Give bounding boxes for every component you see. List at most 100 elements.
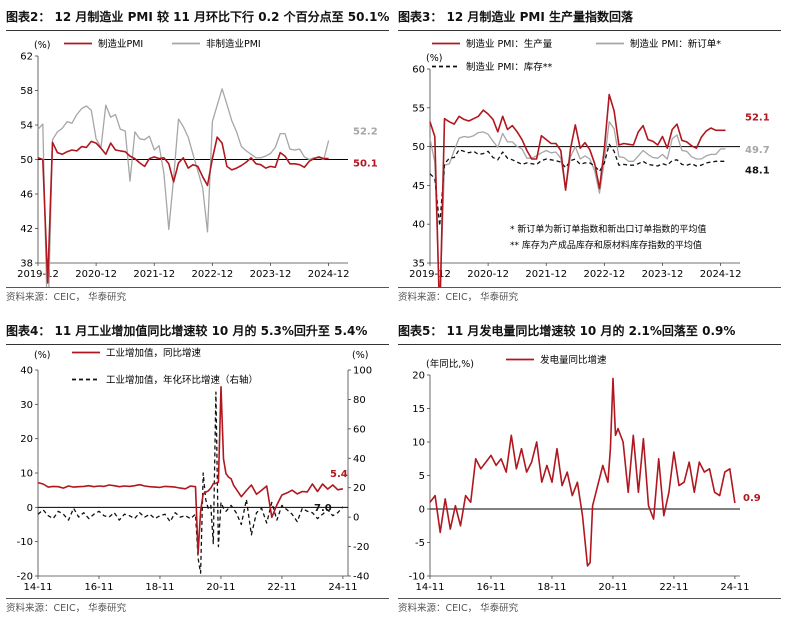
series-line — [429, 143, 726, 227]
chart-svg: (%) 35 40 45 50 55 60 2019-12 2020-12 2021-12 2022… — [409, 38, 770, 288]
chart-title: 图表4： 11 月工业增加值同比增速较 10 月的 5.3%回升至 5.4% — [6, 324, 368, 338]
legend-label: 制造业PMI — [98, 38, 143, 50]
panel-power-generation: 图表5： 11 月发电量同比增速较 10 月的 2.1%回落至 0.9% (年同… — [398, 320, 781, 620]
title-rule — [6, 30, 389, 31]
chart-source: 资料来源：CEIC， 华泰研究 — [398, 292, 519, 303]
legend-label: 制造业 PMI：库存** — [466, 61, 552, 73]
series-line — [429, 377, 736, 567]
chart-svg: (%) 38 42 46 50 54 58 62 2019-12 2020-12 2021-12 20… — [17, 38, 378, 288]
x-tick-label: 2020-12 — [467, 269, 509, 280]
series-line — [37, 386, 344, 555]
y-tick-label: -10 — [17, 537, 33, 548]
x-tick-label: 22-11 — [659, 582, 688, 593]
x-tick-label: 20-11 — [206, 582, 235, 593]
y-tick-label: 45 — [412, 181, 425, 192]
y-tick-label: 38 — [20, 259, 33, 270]
y-tick-label: 15 — [412, 404, 425, 415]
axis-unit-label-right: (%) — [352, 350, 368, 361]
series-line — [429, 121, 726, 288]
chart-title: 图表2： 12 月制造业 PMI 较 11 月环比下行 0.2 个百分点至 50… — [6, 10, 390, 24]
x-tick-label: 2022-12 — [191, 269, 233, 280]
x-tick-label: 2023-12 — [642, 269, 684, 280]
legend-label: 制造业 PMI：新订单* — [630, 38, 721, 50]
y-tick-label: 42 — [20, 224, 33, 235]
end-value-label: 49.7 — [745, 145, 770, 156]
x-tick-label: 2021-12 — [525, 269, 567, 280]
chart-source: 资料来源：CEIC， 华泰研究 — [6, 603, 127, 614]
series-line — [429, 93, 726, 288]
y-tick-label-right: 100 — [353, 366, 372, 377]
y-tick-label: -20 — [17, 572, 33, 583]
x-tick-label: 18-11 — [537, 582, 566, 593]
x-tick-label: 16-11 — [84, 582, 113, 593]
legend-label: 工业增加值，同比增速 — [106, 347, 202, 359]
chart-note: ** 库存为产成品库存和原材料库存指数的平均值 — [510, 239, 702, 251]
x-tick-label: 2022-12 — [583, 269, 625, 280]
chart-title: 图表5： 11 月发电量同比增速较 10 月的 2.1%回落至 0.9% — [398, 324, 736, 338]
y-tick-label: 54 — [20, 121, 33, 132]
source-rule — [6, 598, 389, 599]
y-tick-label: 50 — [20, 155, 33, 166]
chart-source: 资料来源：CEIC， 华泰研究 — [6, 292, 127, 303]
x-tick-label: 14-11 — [415, 582, 444, 593]
y-tick-label: 50 — [412, 142, 425, 153]
y-tick-label-right: -20 — [353, 542, 369, 553]
y-tick-label-right: 80 — [353, 395, 366, 406]
series-line — [37, 88, 330, 288]
end-value-label: 50.1 — [353, 159, 378, 170]
y-tick-label-right: 40 — [353, 454, 366, 465]
axis-unit-label: (%) — [34, 350, 50, 361]
end-value-label: 48.1 — [745, 165, 770, 176]
legend-label: 制造业 PMI：生产量 — [466, 38, 553, 50]
y-tick-label: 62 — [20, 52, 33, 63]
panel-industrial-output: 图表4： 11 月工业增加值同比增速较 10 月的 5.3%回升至 5.4% (… — [6, 320, 389, 620]
x-tick-label: 24-11 — [328, 582, 357, 593]
chart-title: 图表3： 12 月制造业 PMI 生产量指数回落 — [398, 10, 633, 24]
chart-svg: (年同比,%) -10 -5 0 5 10 15 20 14-11 16-11 18-11 20-11… — [409, 354, 761, 593]
axis-unit-label: (%) — [426, 53, 442, 64]
x-tick-label: 22-11 — [267, 582, 296, 593]
x-tick-label: 2023-12 — [250, 269, 292, 280]
y-tick-label: 10 — [412, 438, 425, 449]
x-tick-label: 2024-12 — [700, 269, 742, 280]
x-tick-label: 20-11 — [598, 582, 627, 593]
y-tick-label: 30 — [20, 400, 33, 411]
chart-source: 资料来源：CEIC， 华泰研究 — [398, 603, 519, 614]
end-value-label: 7.0 — [314, 503, 332, 514]
end-value-label: 5.4 — [330, 469, 348, 480]
panel-pmi-subindex: 图表3： 12 月制造业 PMI 生产量指数回落 (%) 35 40 45 50 55 60… — [398, 6, 781, 306]
end-value-label: 52.1 — [745, 112, 770, 123]
x-tick-label: 2020-12 — [75, 269, 117, 280]
y-tick-label: 20 — [412, 371, 425, 382]
y-tick-label: 40 — [20, 366, 33, 377]
legend-label: 发电量同比增速 — [540, 354, 607, 366]
source-rule — [398, 287, 781, 288]
y-tick-label-right: 20 — [353, 483, 366, 494]
end-value-label: 52.2 — [353, 127, 378, 138]
y-tick-label: 0 — [419, 505, 425, 516]
y-tick-label: 46 — [20, 190, 33, 201]
source-rule — [398, 598, 781, 599]
chart-note: * 新订单为新订单指数和新出口订单指数的平均值 — [510, 223, 706, 235]
series-line — [37, 136, 329, 284]
title-rule — [398, 344, 781, 345]
y-tick-label: 35 — [412, 259, 425, 270]
axis-unit-label: (%) — [34, 40, 50, 51]
y-tick-label-right: 0 — [353, 513, 359, 524]
y-tick-label: 10 — [20, 469, 33, 480]
x-tick-label: 2024-12 — [308, 269, 350, 280]
chart-svg: (%) (%) -20 -10 0 10 20 30 40 -40 -20 0 20 40 60 80 100 1… — [17, 347, 372, 593]
series-line — [37, 391, 344, 574]
legend-label: 非制造业PMI — [206, 38, 261, 50]
panel-pmi: 图表2： 12 月制造业 PMI 较 11 月环比下行 0.2 个百分点至 50… — [6, 6, 389, 306]
source-rule — [6, 287, 389, 288]
x-tick-label: 2021-12 — [133, 269, 175, 280]
y-tick-label: 20 — [20, 434, 33, 445]
x-tick-label: 14-11 — [23, 582, 52, 593]
y-tick-label: -10 — [409, 572, 425, 583]
x-tick-label: 18-11 — [145, 582, 174, 593]
y-tick-label: 5 — [419, 471, 425, 482]
y-tick-label: 60 — [412, 65, 425, 76]
x-tick-label: 16-11 — [476, 582, 505, 593]
end-value-label: 0.9 — [743, 493, 761, 504]
